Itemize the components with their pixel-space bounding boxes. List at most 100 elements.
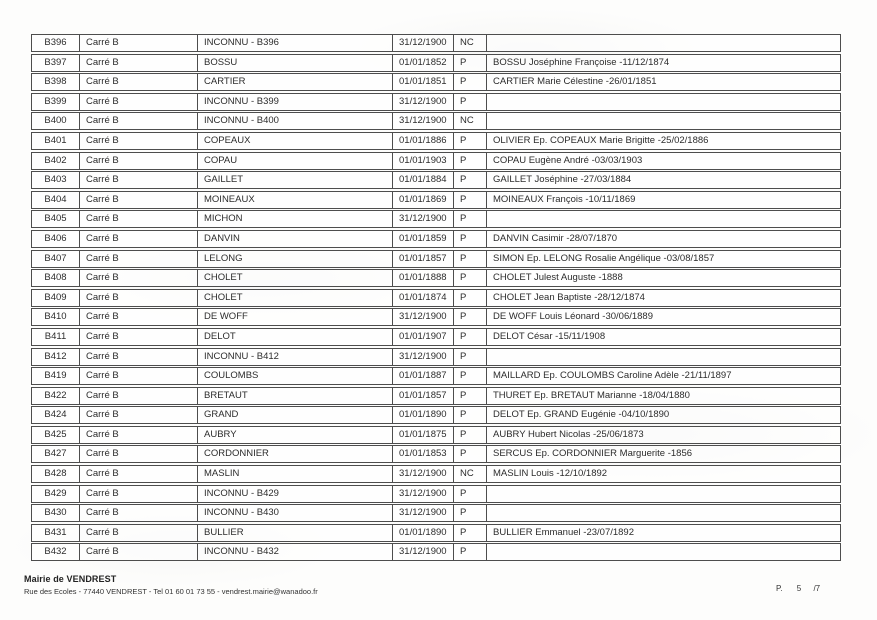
section-cell: Carré B <box>80 309 198 326</box>
section-cell: Carré B <box>80 348 198 365</box>
details-cell: DE WOFF Louis Léonard -30/06/1889 <box>493 311 654 323</box>
section-cell: Carré B <box>80 524 198 541</box>
status-cell: NC <box>454 113 487 130</box>
details-cell: BULLIER Emmanuel -23/07/1892 <box>493 526 634 538</box>
table-row: B408 Carré B CHOLET 01/01/1888 P CHOLET Jules… <box>31 269 841 288</box>
section-cell: Carré B <box>80 211 198 228</box>
name-cell: INCONNU - B399 <box>198 93 393 110</box>
date-cell: 31/12/1900 <box>393 348 454 365</box>
status-cell: P <box>454 368 487 385</box>
date-cell: 31/12/1900 <box>393 544 454 561</box>
table-row: B429 Carré B INCONNU - B429 31/12/1900 P <box>31 484 841 503</box>
plot-id-cell: B408 <box>32 270 80 287</box>
plot-id-cell: B411 <box>32 328 80 345</box>
status-cell: P <box>454 289 487 306</box>
table-row: B400 Carré B INCONNU - B400 31/12/1900 NC <box>31 112 841 131</box>
details-cell: CARTIER Marie Célestine -26/01/1851 <box>493 76 657 88</box>
date-cell: 31/12/1900 <box>393 505 454 522</box>
table-row: B428 Carré B MASLIN 31/12/1900 NC MASLIN Loui… <box>31 465 841 484</box>
table-row: B427 Carré B CORDONNIER 01/01/1853 P SERCUS E… <box>31 445 841 464</box>
plot-id-cell: B425 <box>32 426 80 443</box>
table-row: B432 Carré B INCONNU - B432 31/12/1900 P <box>31 543 841 562</box>
name-cell: DELOT <box>198 328 393 345</box>
date-cell: 31/12/1900 <box>393 466 454 483</box>
section-cell: Carré B <box>80 426 198 443</box>
status-cell: P <box>454 348 487 365</box>
status-cell: P <box>454 93 487 110</box>
status-cell: P <box>454 485 487 502</box>
section-cell: Carré B <box>80 230 198 247</box>
status-cell: P <box>454 544 487 561</box>
plot-id-cell: B405 <box>32 211 80 228</box>
page-total: /7 <box>813 584 821 593</box>
table-row: B412 Carré B INCONNU - B412 31/12/1900 P <box>31 347 841 366</box>
details-cell: MOINEAUX François -10/11/1869 <box>493 193 636 205</box>
table-row: B409 Carré B CHOLET 01/01/1874 P CHOLET Jean … <box>31 288 841 307</box>
table-row: B405 Carré B MICHON 31/12/1900 P <box>31 210 841 229</box>
name-cell: INCONNU - B430 <box>198 505 393 522</box>
details-cell: MAILLARD Ep. COULOMBS Caroline Adèle -21… <box>493 370 732 382</box>
status-cell: NC <box>454 466 487 483</box>
date-cell: 01/01/1875 <box>393 426 454 443</box>
date-cell: 01/01/1886 <box>393 132 454 149</box>
details-cell: BOSSU Joséphine Françoise -11/12/1874 <box>493 56 670 68</box>
section-cell: Carré B <box>80 152 198 169</box>
name-cell: LELONG <box>198 250 393 267</box>
name-cell: BRETAUT <box>198 387 393 404</box>
name-cell: INCONNU - B396 <box>198 35 393 51</box>
section-cell: Carré B <box>80 74 198 91</box>
date-cell: 01/01/1890 <box>393 524 454 541</box>
table-row: B403 Carré B GAILLET 01/01/1884 P GAILLET Jos… <box>31 171 841 190</box>
details-cell <box>487 94 840 110</box>
status-cell: P <box>454 250 487 267</box>
status-cell: P <box>454 426 487 443</box>
page-number: 5 <box>796 584 802 593</box>
status-cell: P <box>454 230 487 247</box>
plot-id-cell: B399 <box>32 93 80 110</box>
name-cell: DE WOFF <box>198 309 393 326</box>
status-cell: P <box>454 152 487 169</box>
details-cell: COPAU Eugène André -03/03/1903 <box>493 154 643 166</box>
plot-id-cell: B419 <box>32 368 80 385</box>
plot-id-cell: B429 <box>32 485 80 502</box>
date-cell: 01/01/1851 <box>393 74 454 91</box>
date-cell: 01/01/1852 <box>393 54 454 71</box>
plot-id-cell: B432 <box>32 544 80 561</box>
status-cell: P <box>454 54 487 71</box>
details-cell: MASLIN Louis -12/10/1892 <box>493 468 608 480</box>
date-cell: 01/01/1887 <box>393 368 454 385</box>
page-footer: Mairie de VENDREST Rue des Ecoles - 7744… <box>24 574 318 596</box>
plot-id-cell: B400 <box>32 113 80 130</box>
details-cell: AUBRY Hubert Nicolas -25/06/1873 <box>493 428 644 440</box>
status-cell: P <box>454 524 487 541</box>
date-cell: 31/12/1900 <box>393 35 454 51</box>
name-cell: MOINEAUX <box>198 191 393 208</box>
section-cell: Carré B <box>80 289 198 306</box>
section-cell: Carré B <box>80 544 198 561</box>
table-row: B399 Carré B INCONNU - B399 31/12/1900 P <box>31 92 841 111</box>
status-cell: P <box>454 172 487 189</box>
date-cell: 31/12/1900 <box>393 93 454 110</box>
details-cell: SIMON Ep. LELONG Rosalie Angélique -03/0… <box>493 252 715 264</box>
table-row: B398 Carré B CARTIER 01/01/1851 P CARTIER Mar… <box>31 73 841 92</box>
plot-id-cell: B403 <box>32 172 80 189</box>
section-cell: Carré B <box>80 35 198 51</box>
date-cell: 01/01/1884 <box>393 172 454 189</box>
name-cell: CORDONNIER <box>198 446 393 463</box>
plot-id-cell: B401 <box>32 132 80 149</box>
name-cell: CARTIER <box>198 74 393 91</box>
section-cell: Carré B <box>80 54 198 71</box>
details-cell <box>487 113 840 129</box>
details-cell: OLIVIER Ep. COPEAUX Marie Brigitte -25/0… <box>493 134 709 146</box>
table-row: B424 Carré B GRAND 01/01/1890 P DELOT Ep. GRA… <box>31 406 841 425</box>
table-row: B404 Carré B MOINEAUX 01/01/1869 P MOINEAUX F… <box>31 190 841 209</box>
section-cell: Carré B <box>80 93 198 110</box>
details-cell: DELOT Ep. GRAND Eugénie -04/10/1890 <box>493 409 670 421</box>
name-cell: COULOMBS <box>198 368 393 385</box>
name-cell: GRAND <box>198 407 393 424</box>
section-cell: Carré B <box>80 446 198 463</box>
plot-id-cell: B396 <box>32 35 80 51</box>
date-cell: 31/12/1900 <box>393 211 454 228</box>
name-cell: AUBRY <box>198 426 393 443</box>
name-cell: COPAU <box>198 152 393 169</box>
